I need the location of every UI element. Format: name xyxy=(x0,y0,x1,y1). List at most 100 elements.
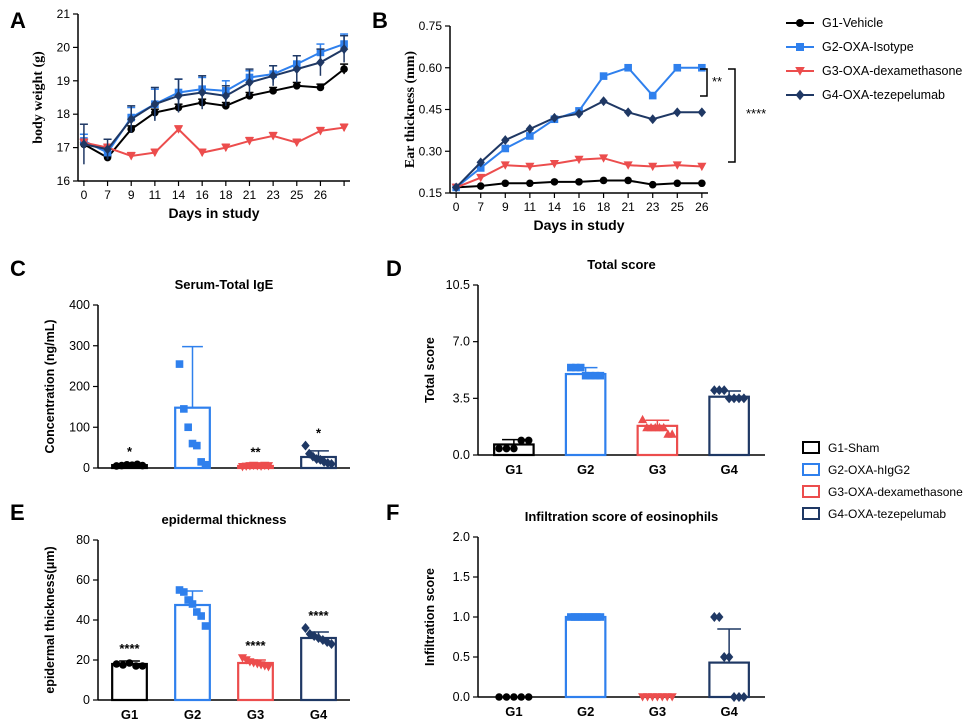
legend-label: G4-OXA-tezepelumab xyxy=(828,507,946,521)
panel-letter-f: F xyxy=(386,500,399,525)
data-point xyxy=(197,87,207,98)
data-point xyxy=(623,107,633,118)
data-point xyxy=(138,461,147,470)
x-tick-label: G2 xyxy=(184,707,201,722)
legend-label: G4-OXA-tezepelumab xyxy=(822,88,945,102)
y-axis-label: Concentration (ng/mL) xyxy=(43,319,57,453)
data-point xyxy=(188,600,197,608)
bar-group-g1: G1 xyxy=(493,436,535,477)
data-point xyxy=(495,693,503,701)
x-tick-label: 9 xyxy=(502,200,509,214)
chart-title: Total score xyxy=(587,257,655,272)
data-point xyxy=(517,436,526,445)
legend-label: G2-OXA-Isotype xyxy=(822,40,914,54)
legend-label: G3-OXA-dexamethasone xyxy=(822,64,962,78)
significance-label: ** xyxy=(712,74,722,89)
data-point xyxy=(501,144,510,153)
data-point xyxy=(193,608,201,616)
x-tick-label: 14 xyxy=(172,188,186,202)
bracket-g2-g4 xyxy=(700,68,708,97)
data-point xyxy=(624,176,632,185)
data-point xyxy=(184,596,192,604)
y-axis-label: Ear thickness (mm) xyxy=(403,51,418,169)
data-point xyxy=(581,371,590,380)
x-tick-label: G1 xyxy=(505,704,522,719)
y-tick-label: 18 xyxy=(57,107,71,121)
bar xyxy=(300,636,337,702)
data-point xyxy=(576,363,585,372)
x-tick-label: G1 xyxy=(121,707,138,722)
data-point xyxy=(339,44,349,55)
data-point xyxy=(263,462,274,471)
data-point xyxy=(268,132,278,141)
data-point xyxy=(197,612,205,620)
data-point xyxy=(103,144,112,155)
x-axis-label: Days in study xyxy=(168,205,259,221)
data-point xyxy=(638,414,648,424)
panel-letter-a: A xyxy=(10,8,26,33)
y-tick-label: 200 xyxy=(69,380,90,394)
legend-item: G3-OXA-dexamethasone xyxy=(786,64,962,78)
x-tick-label: 25 xyxy=(290,188,304,202)
data-point xyxy=(659,422,669,432)
data-point xyxy=(715,385,724,396)
data-point xyxy=(734,393,744,404)
data-point xyxy=(724,393,734,404)
series-g3-oxa-dexamethasone xyxy=(79,123,349,161)
data-point xyxy=(174,90,183,101)
data-point xyxy=(327,639,336,649)
data-point xyxy=(574,108,584,119)
data-point xyxy=(550,112,559,123)
data-point xyxy=(292,64,301,75)
data-point xyxy=(184,423,192,432)
data-point xyxy=(312,454,321,464)
bar-group-g1: G1 **** xyxy=(111,641,148,722)
data-point xyxy=(79,139,89,150)
data-point xyxy=(127,114,136,125)
line-chart-a: 16 17 18 19 20 21 0 7 9 11 14 16 18 21 23 25 26 Days in s… xyxy=(31,7,350,221)
data-point xyxy=(596,371,605,380)
y-tick-label: 60 xyxy=(76,573,90,587)
y-tick-label: 0.0 xyxy=(453,448,470,462)
data-point xyxy=(724,652,734,662)
significance-label: **** xyxy=(245,638,266,653)
legend-item: G2-OXA-Isotype xyxy=(786,40,914,54)
data-point xyxy=(524,436,533,445)
bar-group-g2 xyxy=(174,345,211,470)
data-point xyxy=(574,155,584,165)
data-point xyxy=(173,125,184,134)
data-point xyxy=(524,693,533,701)
y-axis-label: Total score xyxy=(423,337,437,403)
data-point xyxy=(197,458,205,466)
y-tick-label: 0.30 xyxy=(419,144,443,158)
data-point xyxy=(201,622,210,630)
data-point xyxy=(720,385,729,396)
data-point xyxy=(301,440,310,451)
data-point xyxy=(673,179,682,188)
legend-item: G3-OXA-dexamethasone xyxy=(802,485,963,499)
data-point xyxy=(316,57,325,68)
line-chart-b: 0.15 0.30 0.45 0.60 0.75 0 7 9 11 14 16 18 21 23 25 26 D… xyxy=(403,19,709,233)
data-point xyxy=(292,138,302,148)
data-point xyxy=(476,173,486,183)
data-point xyxy=(197,148,207,158)
x-tick-label: G2 xyxy=(577,462,594,477)
data-point xyxy=(268,70,278,81)
significance-label: **** xyxy=(746,106,766,121)
series-g4-oxa-tezepelumab xyxy=(79,34,349,165)
data-point xyxy=(476,182,485,190)
bar-group-g2: G2 xyxy=(564,613,607,719)
data-point xyxy=(526,132,534,140)
bar-chart-f: Infiltration score of eosinophils 0.0 0.5 1… xyxy=(423,509,765,719)
data-point xyxy=(586,371,595,380)
data-point xyxy=(263,663,274,672)
data-point xyxy=(729,393,739,404)
x-tick-label: 0 xyxy=(81,188,88,202)
data-point xyxy=(517,693,526,701)
chart-title: Serum-Total IgE xyxy=(175,277,274,292)
data-point xyxy=(495,444,503,453)
data-point xyxy=(729,692,739,702)
x-tick-label: 11 xyxy=(524,200,537,214)
y-tick-label: 0.45 xyxy=(419,103,443,117)
